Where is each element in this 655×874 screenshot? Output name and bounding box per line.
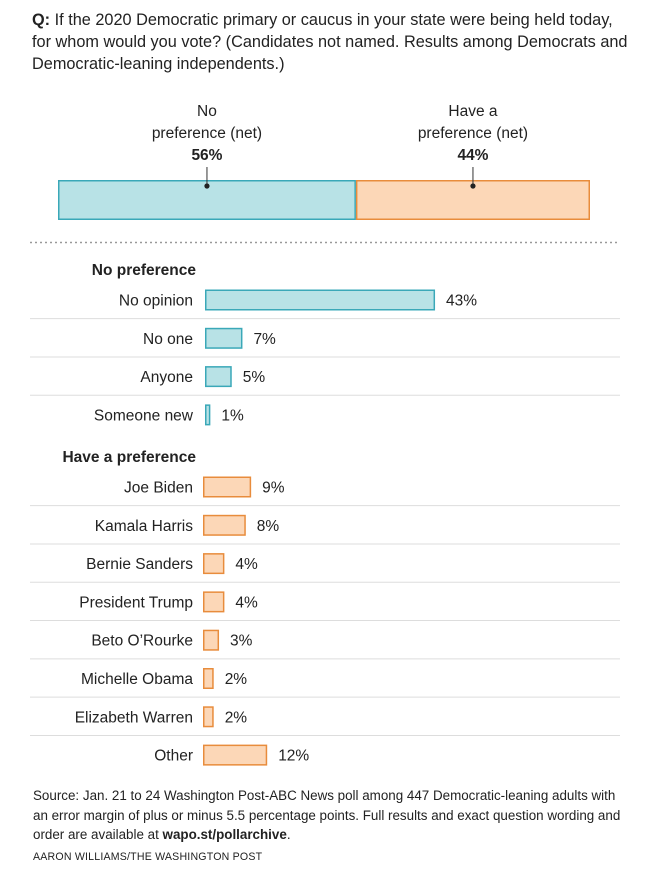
source-note: Source: Jan. 21 to 24 Washington Post-AB…: [33, 786, 633, 845]
value-label: 43%: [446, 293, 477, 310]
value-label: 4%: [235, 594, 258, 611]
value-label: 5%: [243, 369, 266, 386]
summary-value-no_preference: 56%: [191, 147, 222, 164]
bar: [205, 404, 211, 426]
summary-label-no_preference: No: [197, 103, 217, 120]
source-link[interactable]: wapo.st/pollarchive: [162, 827, 287, 842]
category-label: Beto O’Rourke: [91, 633, 193, 650]
value-label: 9%: [262, 480, 285, 497]
bar: [203, 591, 225, 613]
summary-label-no_preference: preference (net): [152, 125, 262, 142]
bar: [203, 744, 268, 766]
source-end: .: [286, 827, 291, 842]
bar: [203, 629, 220, 651]
value-label: 2%: [225, 671, 248, 688]
bar: [205, 366, 232, 388]
category-label: Anyone: [140, 369, 193, 386]
credit-line: AARON WILLIAMS/THE WASHINGTON POST: [33, 851, 263, 863]
poll-chart: No preference (net) 56% Have a preference (n…: [30, 103, 620, 766]
question-prefix: Q:: [32, 11, 51, 29]
bar: [203, 514, 246, 536]
bar: [203, 668, 214, 689]
category-label: No one: [143, 331, 193, 348]
value-label: 12%: [278, 748, 309, 765]
question-text: If the 2020 Democratic primary or caucus…: [32, 11, 628, 73]
group-title-no_preference: No preference: [92, 262, 197, 279]
category-label: Joe Biden: [124, 480, 193, 497]
value-label: 4%: [235, 556, 258, 573]
summary-dot-no_preference: [204, 183, 210, 189]
summary-label-have_preference: Have a: [448, 103, 497, 120]
category-label: Kamala Harris: [95, 518, 193, 535]
value-label: 8%: [257, 518, 280, 535]
group-title-have_preference: Have a preference: [62, 449, 196, 466]
summary-value-have_preference: 44%: [457, 147, 488, 164]
category-label: President Trump: [79, 594, 193, 611]
category-label: Michelle Obama: [81, 671, 193, 688]
value-label: 3%: [230, 633, 253, 650]
category-label: Bernie Sanders: [86, 556, 193, 573]
value-label: 1%: [221, 407, 244, 424]
summary-label-have_preference: preference (net): [418, 125, 528, 142]
value-label: 7%: [253, 331, 276, 348]
category-label: No opinion: [119, 293, 193, 310]
question: Q: If the 2020 Democratic primary or cau…: [32, 9, 632, 75]
value-label: 2%: [225, 709, 248, 726]
bar: [205, 289, 436, 311]
category-label: Elizabeth Warren: [75, 709, 193, 726]
category-label: Someone new: [94, 407, 194, 424]
summary-dot-have_preference: [470, 183, 476, 189]
bar: [203, 476, 252, 498]
source-text: Source: Jan. 21 to 24 Washington Post-AB…: [33, 788, 621, 842]
category-label: Other: [154, 748, 193, 765]
bar: [205, 327, 243, 349]
bar: [203, 553, 225, 575]
bar: [203, 706, 214, 728]
